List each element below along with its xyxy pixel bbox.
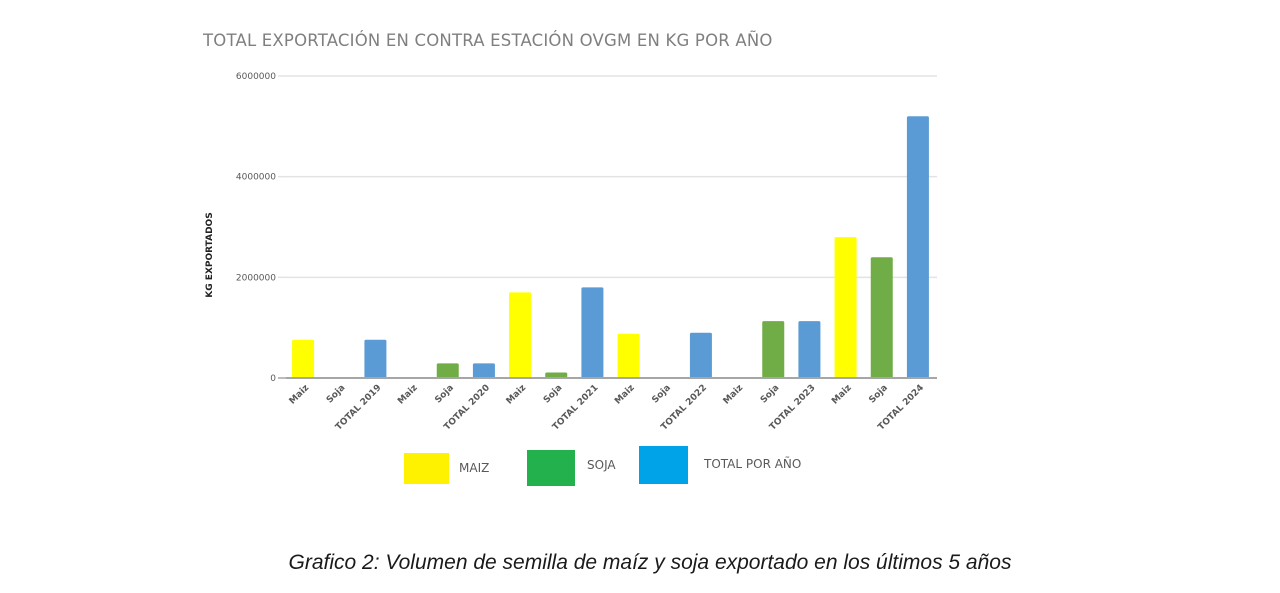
x-tick-label: Soja xyxy=(650,383,673,406)
legend-label-total: TOTAL POR AÑO xyxy=(704,457,802,471)
bar-maiz-6 xyxy=(509,292,532,378)
x-tick-label: Maiz xyxy=(505,383,529,407)
x-tick-label: Maiz xyxy=(830,383,854,407)
legend-swatch-maiz xyxy=(404,453,449,484)
chart-title: TOTAL EXPORTACIÓN EN CONTRA ESTACIÓN OVG… xyxy=(203,31,773,50)
bar-total-5 xyxy=(472,363,495,378)
y-tick-label: 6000000 xyxy=(236,72,276,82)
y-tick-label: 0 xyxy=(270,374,276,384)
bar-maiz-0 xyxy=(292,339,315,378)
bar-soja-13 xyxy=(762,321,785,378)
bar-total-14 xyxy=(798,321,821,378)
y-tick-label: 2000000 xyxy=(236,273,276,283)
x-tick-label: Maiz xyxy=(396,383,420,407)
x-tick-label: Soja xyxy=(433,383,456,406)
x-tick-label: Soja xyxy=(867,383,890,406)
legend-label-maiz: MAIZ xyxy=(459,461,490,475)
bar-soja-7 xyxy=(545,372,568,378)
figure-caption: Grafico 2: Volumen de semilla de maíz y … xyxy=(288,551,1012,574)
bar-total-2 xyxy=(364,339,387,378)
y-axis-label: KG EXPORTADOS xyxy=(205,212,215,297)
y-tick-labels: 0 2000000 4000000 6000000 xyxy=(236,72,276,384)
bar-total-8 xyxy=(581,287,604,378)
bar-total-17 xyxy=(906,116,929,379)
y-tick-label: 4000000 xyxy=(236,173,276,183)
x-tick-label: Soja xyxy=(325,383,348,406)
bar-soja-16 xyxy=(870,257,893,378)
bars xyxy=(292,116,929,379)
legend-swatch-total xyxy=(639,446,688,484)
legend-label-soja: SOJA xyxy=(587,458,616,472)
x-tick-label: Maiz xyxy=(288,383,312,407)
x-tick-label: Maiz xyxy=(613,383,637,407)
bar-maiz-15 xyxy=(834,237,857,378)
legend-swatch-soja xyxy=(527,450,575,486)
x-tick-label: Soja xyxy=(759,383,782,406)
bar-total-11 xyxy=(689,332,712,378)
x-tick-label: Maiz xyxy=(722,383,746,407)
gridlines xyxy=(278,75,937,379)
bar-maiz-9 xyxy=(617,333,640,378)
x-tick-label: Soja xyxy=(542,383,565,406)
bar-soja-4 xyxy=(436,363,459,378)
